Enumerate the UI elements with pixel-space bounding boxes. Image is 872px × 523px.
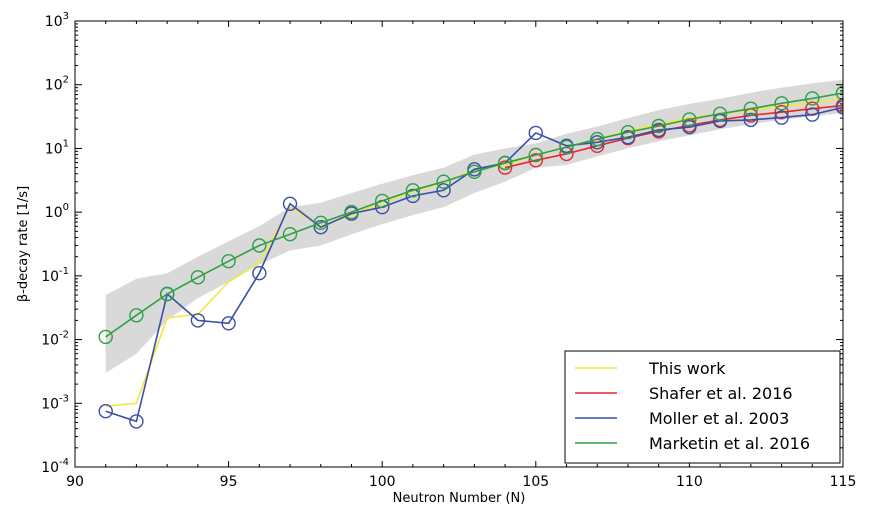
- data-point-marketin-et-al-2016: [159, 286, 175, 302]
- data-point-moller-et-al-2003: [620, 129, 636, 145]
- series-layer: [98, 85, 843, 429]
- legend: This work Shafer et al. 2016 Moller et al.…: [564, 350, 841, 464]
- data-point-moller-et-al-2003: [313, 219, 328, 235]
- legend-item-this-work: This work: [575, 359, 726, 378]
- data-point-marketin-et-al-2016: [651, 118, 666, 134]
- data-point-marketin-et-al-2016: [528, 147, 543, 163]
- data-point-marketin-et-al-2016: [559, 139, 574, 155]
- data-point-marketin-et-al-2016: [712, 106, 728, 122]
- y-tick-label: 101: [45, 138, 69, 157]
- data-point-marketin-et-al-2016: [190, 270, 206, 285]
- data-point-moller-et-al-2003: [651, 122, 666, 138]
- data-point-shafer-et-al-2016: [528, 153, 543, 168]
- series-marketin-et-al-2016: [98, 85, 843, 345]
- legend-label: Moller et al. 2003: [649, 409, 789, 428]
- data-point-marketin-et-al-2016: [682, 112, 697, 127]
- data-point-marketin-et-al-2016: [835, 85, 843, 101]
- y-tick-label: 102: [45, 75, 69, 94]
- x-tick-label: 100: [369, 474, 396, 490]
- data-point-moller-et-al-2003: [835, 100, 843, 115]
- data-point-moller-et-al-2003: [682, 119, 697, 135]
- legend-label: Shafer et al. 2016: [649, 384, 793, 403]
- x-axis-label: Neutron Number (N): [393, 491, 526, 506]
- legend-item-moller-et-al-2003: Moller et al. 2003: [575, 409, 789, 428]
- legend-label: This work: [648, 359, 726, 378]
- data-point-moller-et-al-2003: [528, 125, 543, 141]
- data-point-marketin-et-al-2016: [405, 183, 421, 198]
- data-point-marketin-et-al-2016: [221, 254, 236, 269]
- data-point-moller-et-al-2003: [98, 404, 113, 419]
- y-tick-label: 10-4: [41, 457, 69, 476]
- data-point-shafer-et-al-2016: [774, 104, 789, 120]
- data-point-marketin-et-al-2016: [743, 101, 758, 116]
- data-point-marketin-et-al-2016: [774, 96, 789, 111]
- data-point-moller-et-al-2003: [743, 112, 758, 128]
- legend-box: [564, 350, 841, 464]
- uncertainty-band-layer: [105, 79, 843, 373]
- data-point-moller-et-al-2003: [129, 414, 144, 429]
- data-point-marketin-et-al-2016: [252, 238, 267, 253]
- x-tick-label: 115: [830, 474, 857, 490]
- x-tick-label: 95: [220, 474, 238, 490]
- y-tick-label: 10-2: [41, 330, 69, 349]
- data-point-moller-et-al-2003: [282, 196, 298, 212]
- data-point-marketin-et-al-2016: [98, 329, 113, 345]
- data-point-marketin-et-al-2016: [313, 215, 328, 231]
- y-tick-label: 103: [45, 11, 69, 30]
- data-point-marketin-et-al-2016: [375, 193, 390, 209]
- y-tick-label: 10-3: [41, 393, 69, 412]
- data-point-marketin-et-al-2016: [497, 155, 513, 171]
- x-tick-label: 90: [66, 474, 84, 490]
- plot-frame: [74, 20, 844, 468]
- data-point-moller-et-al-2003: [436, 183, 451, 198]
- data-point-moller-et-al-2003: [252, 266, 267, 281]
- y-tick-label: 100: [45, 202, 69, 221]
- data-point-moller-et-al-2003: [405, 188, 421, 204]
- data-point-moller-et-al-2003: [221, 316, 236, 331]
- legend-item-marketin-et-al-2016: Marketin et al. 2016: [575, 434, 810, 453]
- data-point-marketin-et-al-2016: [590, 131, 605, 147]
- data-point-marketin-et-al-2016: [805, 91, 820, 106]
- series-line-marketin-et-al-2016: [105, 92, 843, 338]
- data-point-marketin-et-al-2016: [436, 174, 451, 189]
- data-point-marketin-et-al-2016: [467, 164, 482, 180]
- legend-label: Marketin et al. 2016: [649, 434, 810, 453]
- legend-items: This work Shafer et al. 2016 Moller et al.…: [575, 359, 810, 453]
- legend-item-shafer-et-al-2016: Shafer et al. 2016: [575, 384, 793, 403]
- uncertainty-band: [105, 79, 843, 373]
- x-tick-label: 105: [522, 474, 549, 490]
- data-point-moller-et-al-2003: [774, 110, 789, 125]
- y-axis-label: β-decay rate [1/s]: [16, 186, 31, 302]
- data-point-moller-et-al-2003: [190, 313, 206, 328]
- data-point-marketin-et-al-2016: [282, 226, 298, 242]
- data-point-moller-et-al-2003: [590, 135, 605, 150]
- y-tick-label: 10-1: [41, 266, 69, 285]
- data-point-marketin-et-al-2016: [620, 124, 636, 140]
- axis-layer: 90 95 100 105 110 115 10-4 10-3 10-2 10-1 100 101 10…: [41, 11, 856, 490]
- x-tick-label: 110: [676, 474, 703, 490]
- data-point-marketin-et-al-2016: [344, 204, 359, 220]
- data-point-moller-et-al-2003: [805, 107, 820, 122]
- data-point-marketin-et-al-2016: [129, 308, 144, 323]
- data-point-shafer-et-al-2016: [497, 160, 513, 175]
